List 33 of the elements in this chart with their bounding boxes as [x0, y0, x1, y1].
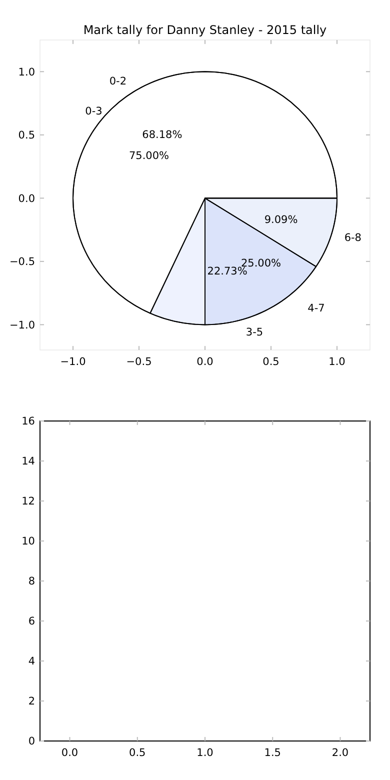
x-tick-label: 1.0 — [328, 356, 346, 368]
x-tick-label: 0.5 — [129, 747, 146, 759]
data-label: 75.00% — [128, 150, 170, 162]
y-tick-label: 1.0 — [18, 66, 35, 78]
y-tick-label: 12 — [22, 496, 35, 508]
slice-label: 0-3 — [85, 105, 102, 118]
x-tick-label: −0.5 — [126, 356, 152, 368]
y-tick-label: 0 — [28, 736, 35, 748]
data-label: 68.18% — [142, 128, 182, 141]
chart-title: Mark tally for Danny Stanley - 2015 tally — [83, 23, 327, 37]
slice-label: 4-7 — [308, 302, 325, 314]
y-tick-label: 14 — [22, 456, 36, 468]
x-tick-label: 0.0 — [61, 747, 78, 759]
slice-label: 3-5 — [246, 326, 264, 338]
y-tick-label: −0.5 — [10, 256, 35, 268]
y-tick-label: 4 — [28, 656, 36, 668]
x-tick-label: 0.5 — [262, 356, 280, 368]
x-tick-label: −1.0 — [60, 356, 86, 368]
slice-label: 0-2 — [109, 76, 127, 88]
x-tick-label: 0.0 — [196, 356, 214, 368]
y-tick-label: 0.5 — [18, 130, 35, 142]
x-tick-label: 1.5 — [264, 747, 281, 759]
y-tick-label: 8 — [28, 576, 35, 588]
y-tick-label: 6 — [28, 616, 36, 628]
y-tick-label: 2 — [28, 696, 35, 708]
slice-label: 6-8 — [344, 232, 362, 244]
x-tick-label: 2.0 — [332, 747, 349, 759]
y-tick-label: −1.0 — [10, 319, 35, 332]
x-tick-label: 1.0 — [196, 747, 214, 759]
data-label: 9.09% — [264, 214, 298, 226]
y-tick-label: 0.0 — [18, 192, 35, 205]
y-tick-label: 16 — [22, 416, 36, 428]
y-tick-label: 10 — [22, 536, 35, 548]
